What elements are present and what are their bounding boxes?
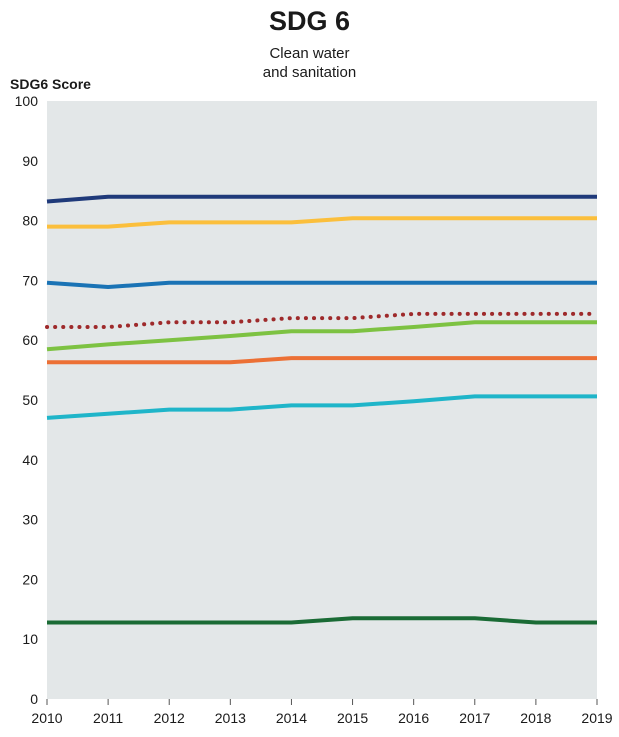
series-layer	[45, 194, 599, 625]
x-tick-label: 2019	[581, 710, 612, 726]
subtitle-line-1: Clean water	[269, 45, 350, 62]
series-line-8	[47, 616, 597, 625]
y-tick-label: 20	[22, 571, 38, 587]
series-line-4	[45, 311, 599, 329]
x-tick-label: 2018	[520, 710, 551, 726]
x-axis-ticks: 2010 2011 2012 2013 2014 2015 2016 2017 2018 2019	[31, 699, 613, 726]
y-tick-label: 50	[22, 392, 38, 408]
series-line-5	[46, 320, 597, 352]
x-tick-label: 2014	[276, 710, 307, 726]
y-axis-label: SDG6 Score	[10, 76, 91, 92]
y-tick-label: 90	[22, 153, 38, 169]
x-tick-label: 2015	[337, 710, 368, 726]
x-tick-label: 2010	[31, 710, 62, 726]
y-tick-label: 30	[22, 512, 38, 528]
x-tick-label: 2016	[398, 710, 429, 726]
series-line-6	[47, 356, 597, 365]
y-tick-label: 80	[22, 213, 38, 229]
y-tick-label: 70	[22, 272, 38, 288]
chart-subtitle: Clean water and sanitation	[0, 44, 619, 82]
x-tick-label: 2011	[93, 710, 123, 726]
y-tick-label: 0	[30, 691, 38, 707]
y-tick-label: 40	[22, 452, 38, 468]
y-tick-label: 100	[15, 93, 39, 109]
x-tick-label: 2012	[154, 710, 185, 726]
series-line-2	[47, 216, 597, 229]
series-line-7	[46, 394, 597, 420]
y-tick-label: 10	[22, 631, 38, 647]
plot-area	[47, 101, 597, 699]
series-line-3	[46, 280, 597, 289]
y-axis-ticks: 0 10 20 30 40 50 60 70 80 90 100	[15, 93, 39, 707]
chart-title: SDG 6	[268, 6, 351, 36]
subtitle-line-2: and sanitation	[262, 64, 357, 81]
series-line-1	[46, 194, 597, 204]
y-tick-label: 60	[22, 332, 38, 348]
x-tick-label: 2017	[459, 710, 490, 726]
x-tick-label: 2013	[215, 710, 246, 726]
